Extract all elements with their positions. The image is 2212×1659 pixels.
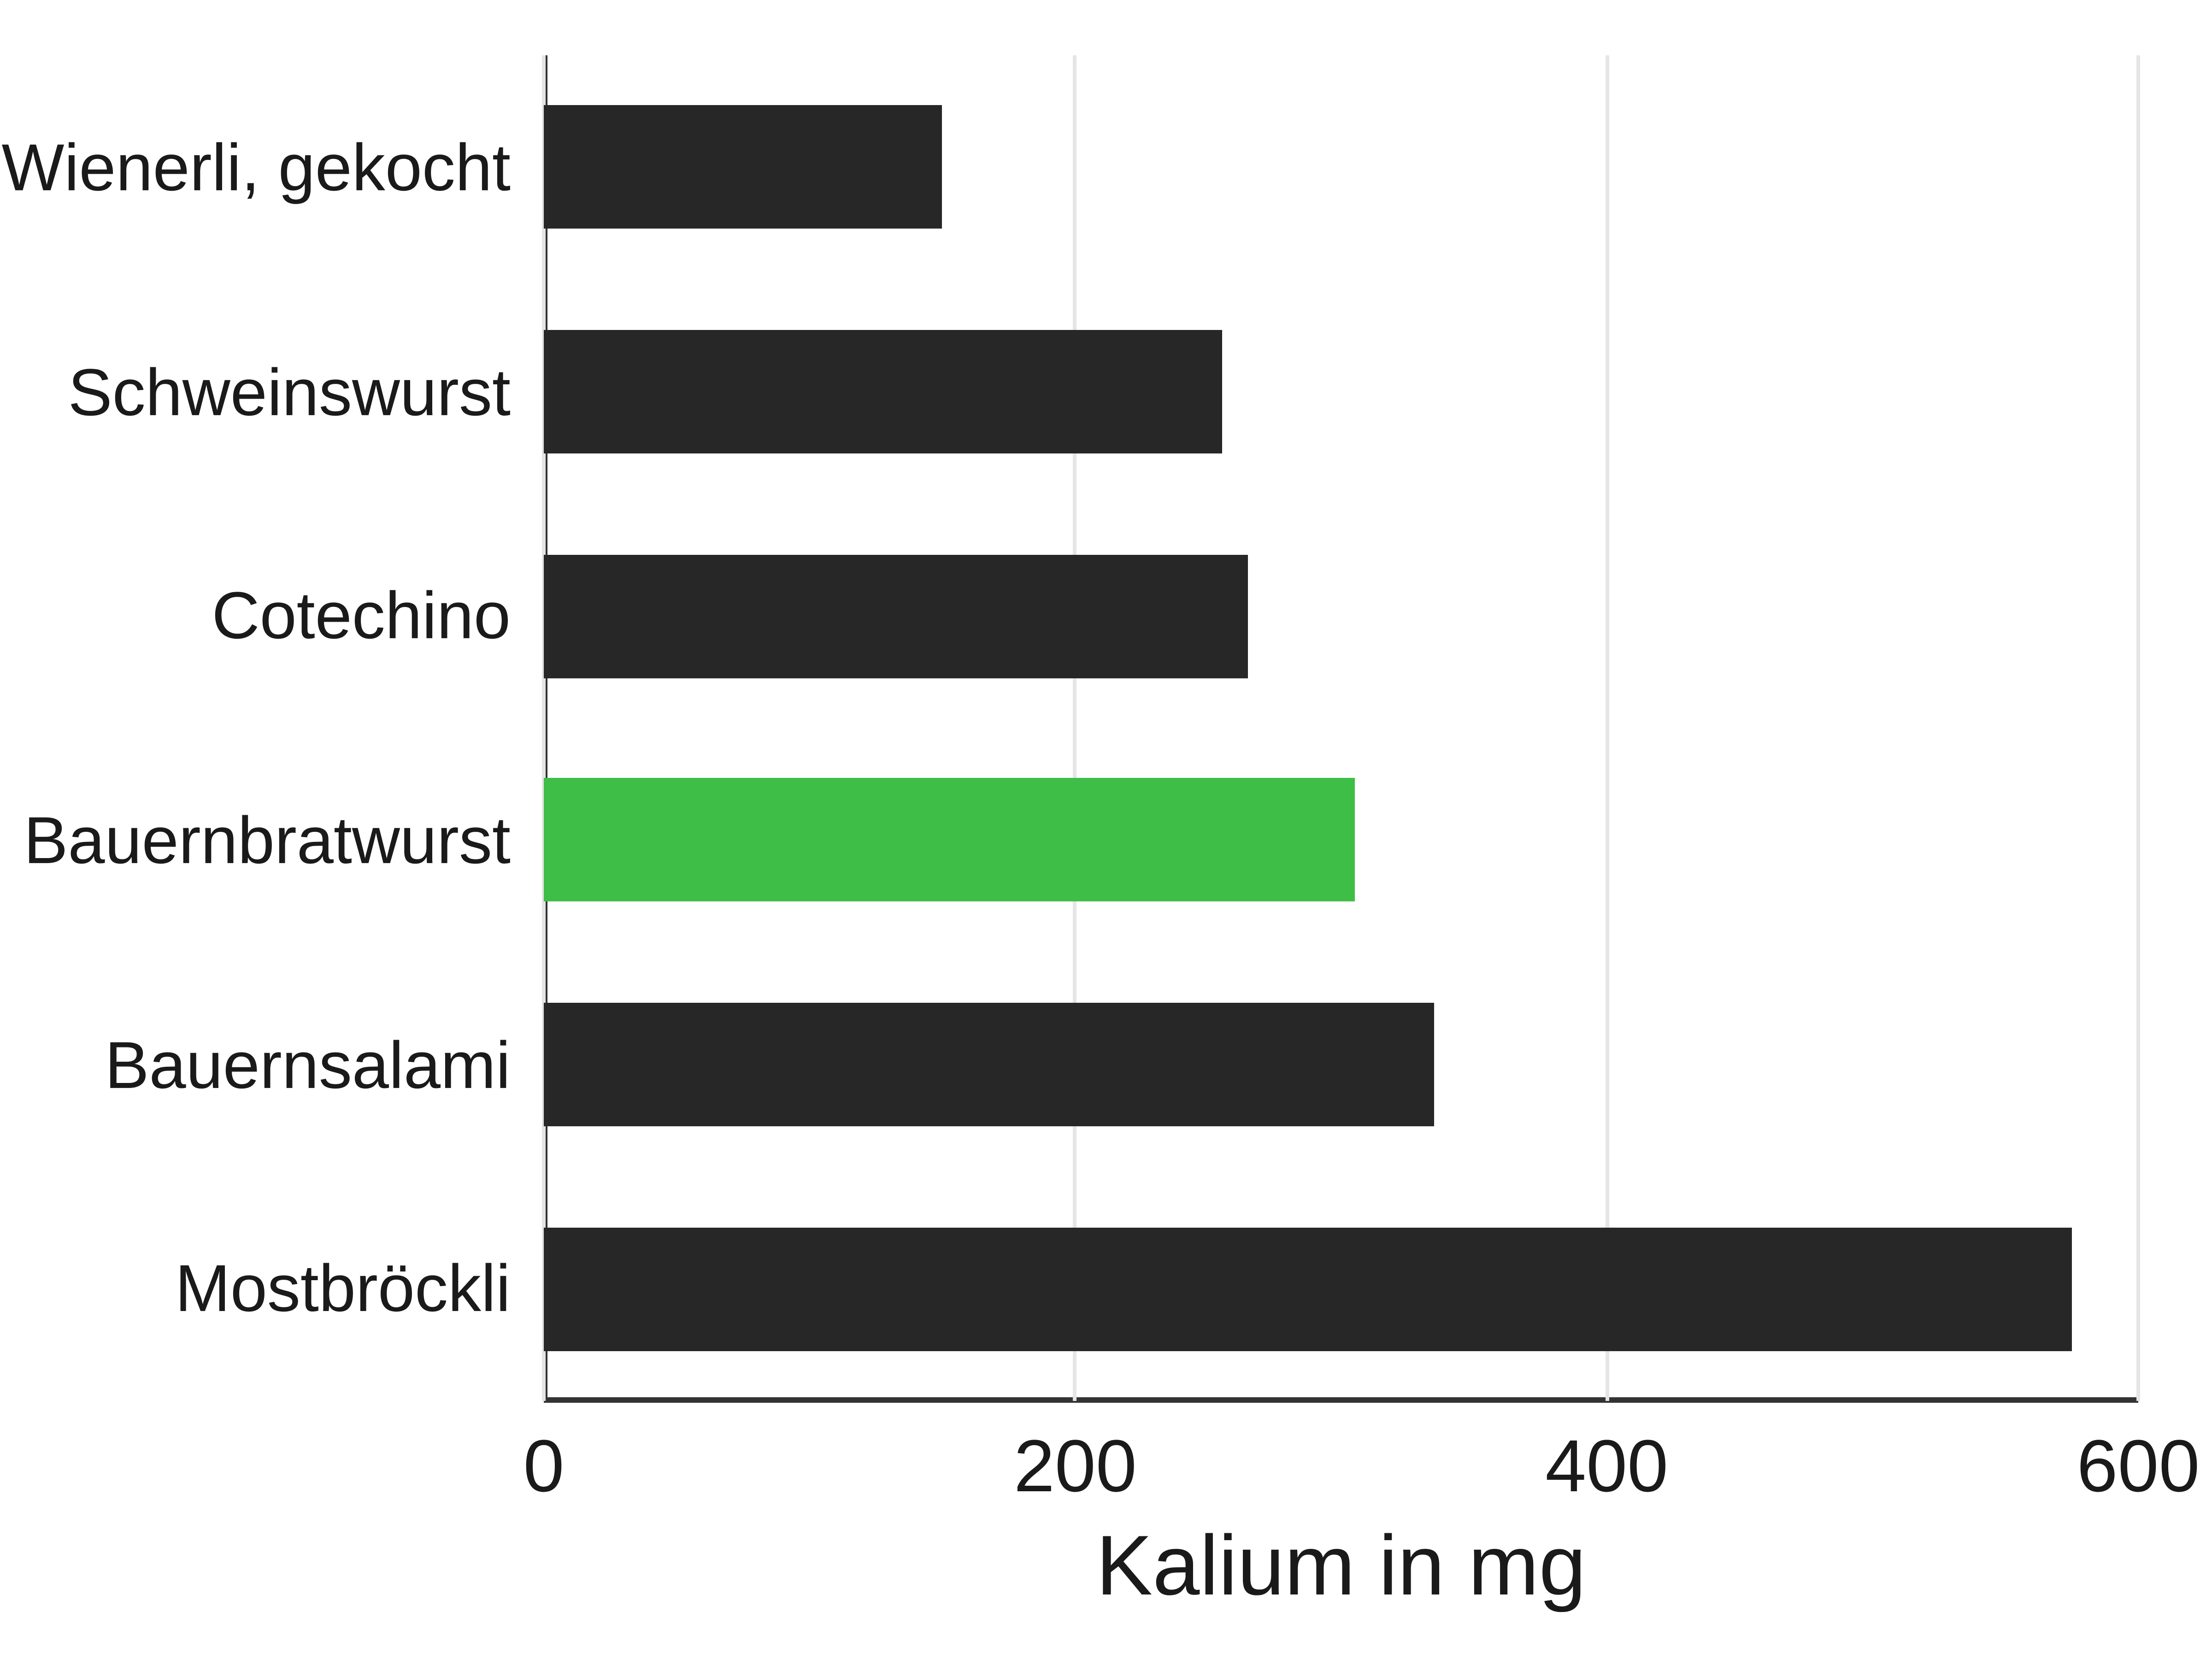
x-axis-line: [544, 1397, 2138, 1403]
plot-area: Kalium in mg 0200400600Wienerli, gekocht…: [544, 55, 2138, 1401]
y-tick-label: Bauernbratwurst: [24, 804, 544, 877]
y-tick-label: Wienerli, gekocht: [2, 131, 544, 204]
y-tick-label: Schweinswurst: [68, 355, 544, 428]
gridline: [542, 55, 546, 1401]
x-tick-label: 400: [1545, 1401, 1668, 1510]
bar: [544, 330, 1222, 453]
gridline: [1605, 55, 1609, 1401]
x-tick-label: 200: [1014, 1401, 1137, 1510]
x-tick-label: 600: [2077, 1401, 2200, 1510]
bar: [544, 106, 942, 229]
bar: [544, 1227, 2072, 1351]
bar: [544, 779, 1354, 902]
y-tick-label: Bauernsalami: [105, 1028, 544, 1101]
gridline: [1073, 55, 1077, 1401]
bar: [544, 554, 1248, 678]
bar: [544, 1003, 1434, 1126]
x-axis-label: Kalium in mg: [1096, 1515, 1586, 1615]
gridline: [2136, 55, 2140, 1401]
x-tick-label: 0: [524, 1401, 565, 1510]
y-tick-label: Cotechino: [212, 579, 544, 652]
y-tick-label: Mostbröckli: [175, 1252, 544, 1325]
potassium-bar-chart: Kalium in mg 0 200 400 600 Wienerli, gekocht…: [0, 0, 2212, 1659]
